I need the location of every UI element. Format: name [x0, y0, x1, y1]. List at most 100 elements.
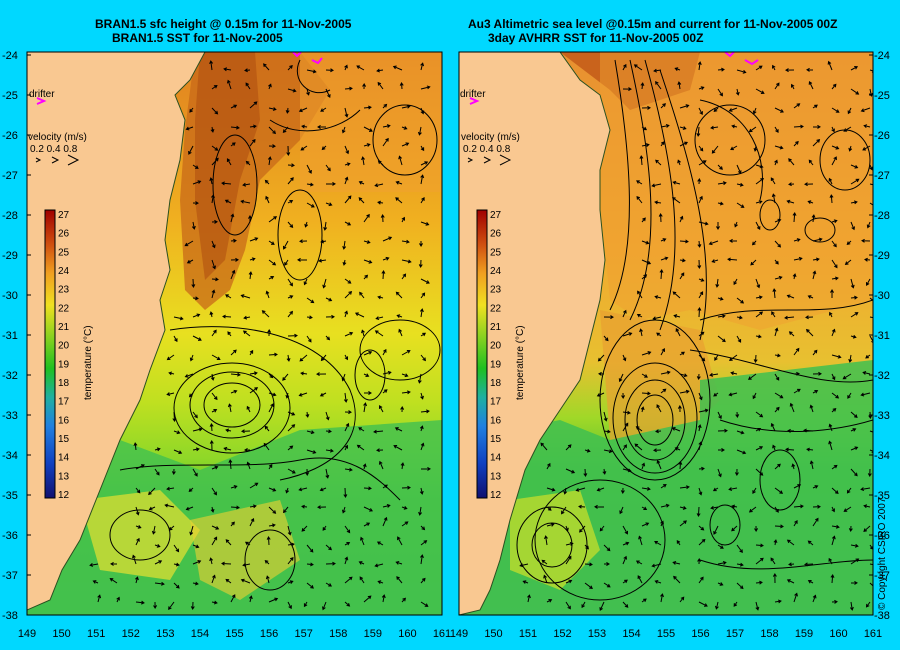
- velocity-arrow: [363, 143, 371, 147]
- velocity-arrow: [755, 543, 764, 548]
- velocity-arrow: [867, 468, 872, 477]
- velocity-arrow: [344, 64, 348, 71]
- velocity-arrow: [654, 295, 662, 300]
- colorbar-tick-label: 17: [490, 397, 502, 408]
- velocity-arrow: [863, 525, 871, 532]
- velocity-arrow: [752, 107, 757, 115]
- velocity-arrow: [184, 240, 194, 247]
- lon-tick-label-left: 150: [52, 628, 70, 640]
- velocity-arrow: [660, 348, 665, 356]
- velocity-arrow: [736, 449, 747, 455]
- lon-tick-label-right: 161: [864, 628, 882, 640]
- velocity-arrow: [829, 194, 834, 204]
- velocity-arrow: [341, 126, 346, 134]
- velocity-arrow: [812, 517, 819, 527]
- velocity-arrow: [358, 427, 365, 432]
- velocity-arrow: [522, 580, 529, 584]
- lat-tick-label-left: -24: [2, 50, 18, 62]
- velocity-arrow: [860, 487, 871, 492]
- velocity-arrow: [731, 525, 738, 532]
- velocity-arrow: [812, 485, 819, 489]
- velocity-arrow: [325, 335, 331, 341]
- velocity-arrow: [243, 315, 251, 320]
- velocity-arrow: [211, 525, 220, 530]
- velocity-arrow: [696, 506, 701, 517]
- velocity-arrow: [771, 311, 776, 318]
- velocity-arrow: [831, 506, 835, 513]
- velocity-arrow: [771, 64, 776, 71]
- velocity-arrow: [358, 561, 365, 565]
- velocity-arrow: [211, 600, 218, 605]
- velocity-arrow: [319, 487, 327, 492]
- velocity-arrow: [297, 257, 308, 262]
- velocity-arrow: [381, 270, 386, 280]
- colorbar-labels-left: 27 26 25 24 23 22 21 20 19 18 17 16 15 14 13 12: [58, 210, 70, 501]
- velocity-arrow: [268, 126, 276, 135]
- velocity-arrow: [603, 582, 611, 588]
- velocity-arrow: [673, 575, 681, 584]
- lat-tick-label-left: -31: [2, 330, 18, 342]
- velocity-arrow: [850, 446, 859, 451]
- right-map-panel: [459, 52, 873, 615]
- velocity-arrow: [246, 405, 251, 413]
- velocity-arrow: [168, 371, 175, 376]
- lon-tick-label-right: 158: [760, 628, 778, 640]
- velocity-arrow: [679, 520, 687, 527]
- velocity-arrow: [717, 164, 723, 170]
- velocity-arrow: [341, 506, 346, 514]
- velocity-arrow: [173, 562, 180, 567]
- velocity-arrow: [750, 259, 757, 266]
- velocity-arrow: [653, 448, 662, 453]
- velocity-arrow: [376, 68, 384, 73]
- lat-tick-label-right: -35: [874, 490, 890, 502]
- lon-tick-label-right: 150: [484, 628, 502, 640]
- velocity-arrow: [584, 562, 593, 567]
- velocity-arrow: [188, 392, 194, 398]
- velocity-arrow: [382, 137, 389, 147]
- velocity-arrow: [679, 258, 686, 263]
- left-frame: [26, 51, 443, 616]
- velocity-arrow: [268, 523, 276, 528]
- velocity-arrow: [209, 311, 214, 318]
- velocity-arrow: [698, 466, 705, 471]
- velocity-arrow: [786, 294, 795, 299]
- velocity-arrow: [321, 145, 327, 151]
- velocity-arrow: [660, 593, 664, 603]
- velocity-arrow: [172, 411, 177, 422]
- colorbar-tick-label: 27: [490, 210, 502, 221]
- velocity-arrow: [679, 389, 690, 394]
- velocity-arrow: [363, 213, 370, 223]
- velocity-arrow: [717, 448, 725, 452]
- velocity-arrow: [811, 214, 816, 223]
- velocity-arrow: [373, 429, 384, 434]
- velocity-arrow: [713, 525, 719, 535]
- drifter-label-left: drifter: [29, 89, 55, 100]
- velocity-arrow: [191, 278, 196, 288]
- velocity-arrow: [287, 556, 294, 565]
- velocity-arrow: [772, 444, 776, 451]
- velocity-arrow: [774, 259, 779, 265]
- velocity-arrow: [240, 199, 251, 204]
- velocity-arrow: [400, 406, 405, 413]
- velocity-arrow: [793, 371, 800, 376]
- velocity-arrow: [698, 107, 703, 116]
- velocity-arrow: [153, 601, 158, 609]
- velocity-arrow: [866, 221, 871, 229]
- velocity-arrow: [89, 563, 99, 567]
- velocity-arrow: [363, 390, 372, 395]
- velocity-arrow: [299, 239, 308, 244]
- velocity-arrow: [656, 332, 662, 337]
- velocity-arrow: [622, 525, 629, 535]
- velocity-arrow: [192, 313, 201, 318]
- velocity-arrow: [672, 560, 681, 565]
- velocity-arrow: [164, 503, 175, 508]
- velocity-arrow: [717, 428, 728, 433]
- velocity-arrow: [807, 540, 814, 546]
- velocity-arrow: [192, 296, 199, 301]
- velocity-arrow: [306, 562, 314, 567]
- velocity-arrow: [344, 310, 349, 318]
- velocity-arrow: [363, 105, 372, 110]
- velocity-arrow: [679, 485, 690, 490]
- velocity-arrow: [671, 427, 681, 432]
- velocity-arrow: [419, 240, 423, 247]
